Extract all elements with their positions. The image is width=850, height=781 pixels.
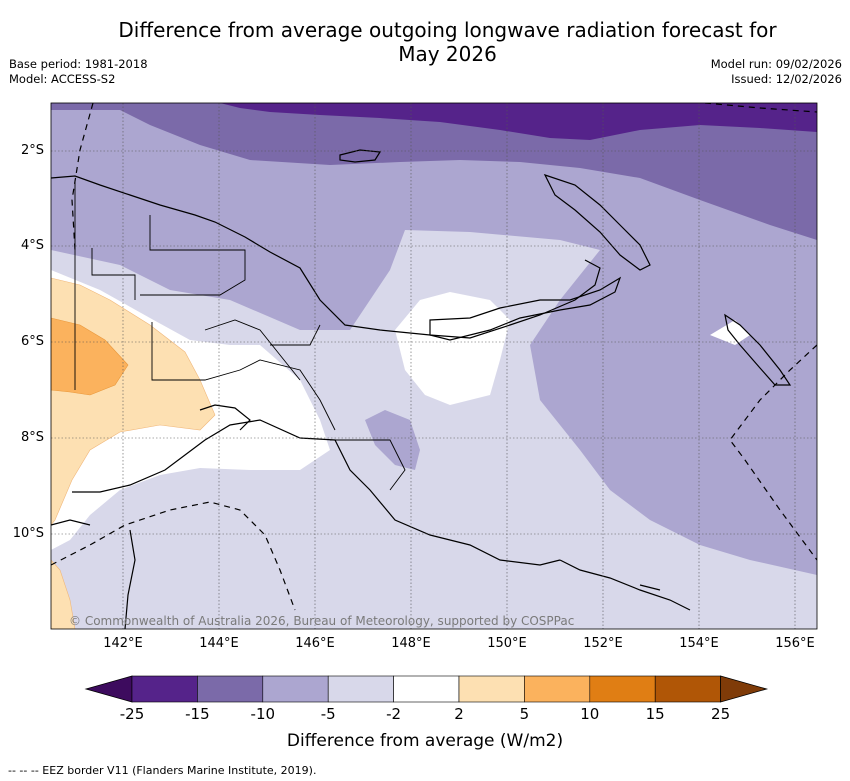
new-britain [429, 276, 622, 341]
colorbar [84, 675, 769, 703]
manus-island [339, 149, 382, 163]
province-line-5 [330, 439, 406, 491]
colorbar-segment [589, 675, 656, 703]
colorbar-extend-min [84, 675, 133, 703]
colorbar-tick-label: -10 [250, 705, 276, 723]
colorbar-segment [197, 675, 264, 703]
bougainville [724, 313, 792, 386]
colorbar-segment [524, 675, 591, 703]
torres-strait-coast [51, 519, 91, 526]
lon-label-142e: 142°E [103, 636, 143, 651]
anomaly-band-orange [51, 317, 129, 396]
base-period: Base period: 1981-2018 [9, 57, 148, 71]
lon-label-154e: 154°E [679, 636, 719, 651]
graticule [51, 103, 817, 629]
lon-label-156e: 156°E [775, 636, 815, 651]
eez-border-east [729, 344, 817, 561]
colorbar-segment [327, 675, 394, 703]
fly-river-delta [199, 404, 251, 431]
province-line-3 [151, 322, 336, 431]
new-ireland [543, 173, 651, 271]
province-line-1 [91, 248, 136, 300]
eez-footnote: -- -- -- EEZ border V11 (Flanders Marine… [8, 764, 317, 777]
colorbar-tick-label: -25 [119, 705, 145, 723]
colorbar-tick-label: 2 [454, 705, 464, 723]
lat-label-8s: 8°S [20, 430, 44, 445]
new-guinea-north-coast [51, 175, 601, 339]
province-line-4 [204, 319, 301, 381]
new-guinea-south-coast [72, 419, 561, 566]
colorbar-segment [458, 675, 525, 703]
title-line-1: Difference from average outgoing longwav… [118, 18, 777, 42]
anomaly-band-darkest [220, 103, 817, 140]
eez-border-west [71, 103, 94, 251]
lat-label-4s: 4°S [20, 238, 44, 253]
anomaly-band-light [51, 230, 817, 629]
colorbar-tick-label: 10 [580, 705, 600, 723]
colorbar-title: Difference from average (W/m2) [286, 731, 564, 751]
chart-title: Difference from average outgoing longwav… [0, 18, 850, 66]
meta-right: Model run: 09/02/2026 Issued: 12/02/2026 [711, 57, 842, 87]
lat-label-2s: 2°S [20, 143, 44, 158]
eez-borders [51, 103, 817, 611]
lon-label-148e: 148°E [391, 636, 431, 651]
model-name: Model: ACCESS-S2 [9, 72, 116, 86]
cape-york [124, 529, 136, 629]
colorbar-tick-label: 15 [645, 705, 665, 723]
colorbar-tick-label: 25 [711, 705, 731, 723]
eez-border-ne [704, 103, 817, 113]
lon-label-146e: 146°E [295, 636, 335, 651]
colorbar-segment [654, 675, 721, 703]
model-run: Model run: 09/02/2026 [710, 57, 842, 71]
colorbar-segment [131, 675, 198, 703]
map-frame [50, 102, 818, 630]
province-line-6 [270, 324, 321, 346]
colorbar-tick-label: 5 [519, 705, 530, 723]
colorbar-tick-label: -5 [320, 705, 336, 723]
louisiade-archipelago [559, 559, 691, 611]
colorbar-tick-label: -15 [185, 705, 210, 723]
lon-label-144e: 144°E [199, 636, 239, 651]
anomaly-band-warm-sw [51, 559, 76, 629]
colorbar-extend-max [720, 675, 769, 703]
lon-label-150e: 150°E [487, 636, 527, 651]
title-line-2: May 2026 [398, 42, 497, 66]
colorbar-segment [393, 675, 460, 703]
anomaly-band-dark [51, 103, 817, 240]
copyright-notice: © Commonwealth of Australia 2026, Bureau… [69, 614, 575, 628]
lat-label-6s: 6°S [20, 334, 44, 349]
anomaly-patch-inland [365, 410, 420, 470]
lon-label-152e: 152°E [583, 636, 623, 651]
meta-left: Base period: 1981-2018 Model: ACCESS-S2 [9, 57, 148, 87]
colorbar-tick-label: -2 [386, 705, 402, 723]
province-line-2 [140, 215, 246, 296]
solomon-island [639, 584, 661, 591]
colorbar-segment [262, 675, 329, 703]
anomaly-band-neutral-center [395, 292, 510, 405]
coastlines [51, 149, 792, 629]
province-borders [74, 180, 406, 491]
issued-date: Issued: 12/02/2026 [731, 72, 842, 86]
lat-label-10s: 10°S [12, 526, 44, 541]
eez-border-south [51, 501, 296, 611]
